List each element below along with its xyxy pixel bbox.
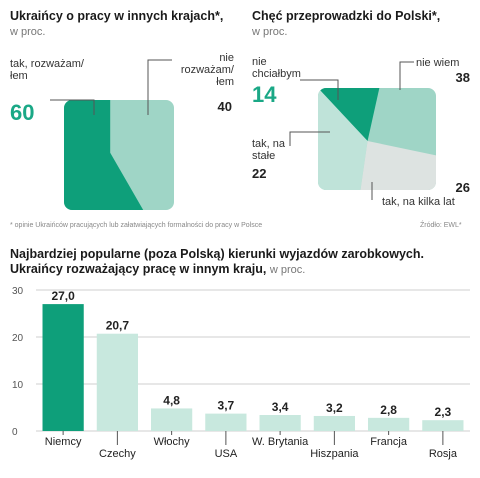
x-tick-label: USA bbox=[215, 448, 238, 460]
chart2-no-value: 14 bbox=[252, 82, 277, 107]
bar-value-label: 3,4 bbox=[272, 400, 289, 414]
bar bbox=[96, 333, 138, 431]
chart1-yes-leader bbox=[50, 99, 95, 115]
chart1-no-label: nie rozważam/łem bbox=[180, 52, 234, 88]
chart1-subtitle: w proc. bbox=[10, 26, 46, 38]
chart2-source: Źródło: EWL* bbox=[420, 222, 462, 229]
y-tick-label: 30 bbox=[12, 286, 24, 297]
chart2-permanent-label: tak, na stałe bbox=[252, 138, 286, 162]
bar-value-label: 2,8 bbox=[380, 403, 397, 417]
bar bbox=[259, 415, 301, 431]
bar bbox=[42, 304, 84, 431]
chart3-title2: Ukraińcy rozważający pracę w innym kraju… bbox=[10, 262, 306, 276]
chart2-title: Chęć przeprowadzki do Polski*, bbox=[252, 9, 441, 23]
bar bbox=[422, 420, 464, 431]
bar-value-label: 3,2 bbox=[326, 401, 343, 415]
bar bbox=[368, 417, 410, 431]
chart1-yes-area bbox=[64, 100, 144, 210]
chart1-footnote: * opinie Ukraińców pracujących lub załat… bbox=[10, 222, 263, 229]
chart1-yes-label: tak, rozważam/łem bbox=[10, 58, 84, 82]
chart2-dontknow-value: 38 bbox=[455, 70, 470, 85]
chart2-fewyears-label: tak, na kilka lat bbox=[382, 196, 455, 208]
chart2-no-area bbox=[318, 88, 380, 142]
bar bbox=[151, 408, 193, 431]
chart2-fewyears-area bbox=[360, 141, 436, 190]
x-tick-label: Francja bbox=[370, 436, 408, 448]
bar-value-label: 3,7 bbox=[218, 399, 235, 413]
chart2-permanent-value: 22 bbox=[252, 166, 267, 181]
x-tick-label: Hiszpania bbox=[310, 448, 359, 460]
y-tick-label: 0 bbox=[12, 427, 18, 438]
chart2-square bbox=[318, 88, 436, 190]
chart2-permanent-area bbox=[318, 88, 368, 190]
bar-value-label: 27,0 bbox=[51, 289, 75, 303]
chart1-no-leader bbox=[147, 59, 172, 115]
chart2-no-label: nie chciałbym bbox=[252, 56, 301, 80]
chart1-square bbox=[64, 100, 174, 210]
chart3-subtitle: w proc. bbox=[269, 264, 306, 276]
x-tick-label: Czechy bbox=[99, 448, 136, 460]
y-tick-label: 10 bbox=[12, 380, 24, 391]
bar bbox=[313, 415, 355, 431]
y-tick-label: 20 bbox=[12, 333, 24, 344]
chart2-subtitle: w proc. bbox=[252, 26, 288, 38]
chart2-no-leader bbox=[300, 79, 339, 100]
bar-value-label: 20,7 bbox=[106, 319, 130, 333]
chart2-permanent-leader bbox=[289, 131, 330, 146]
chart1-yes-value: 60 bbox=[10, 100, 35, 125]
x-tick-label: W. Brytania bbox=[252, 436, 309, 448]
bar-value-label: 2,3 bbox=[435, 405, 452, 419]
bar-value-label: 4,8 bbox=[163, 393, 180, 407]
chart2-fewyears-value: 26 bbox=[455, 180, 470, 195]
bar bbox=[205, 413, 247, 431]
chart2-dontknow-leader bbox=[399, 61, 414, 90]
x-tick-label: Rosja bbox=[429, 448, 458, 460]
chart3-title: Najbardziej popularne (poza Polską) kier… bbox=[10, 247, 424, 261]
x-tick-label: Włochy bbox=[154, 436, 191, 448]
chart1-title: Ukraińcy o pracy w innych krajach*, bbox=[10, 9, 224, 23]
chart1-no-value: 40 bbox=[217, 99, 232, 114]
chart2-dontknow-label: nie wiem bbox=[416, 57, 460, 69]
x-tick-label: Niemcy bbox=[45, 436, 82, 448]
